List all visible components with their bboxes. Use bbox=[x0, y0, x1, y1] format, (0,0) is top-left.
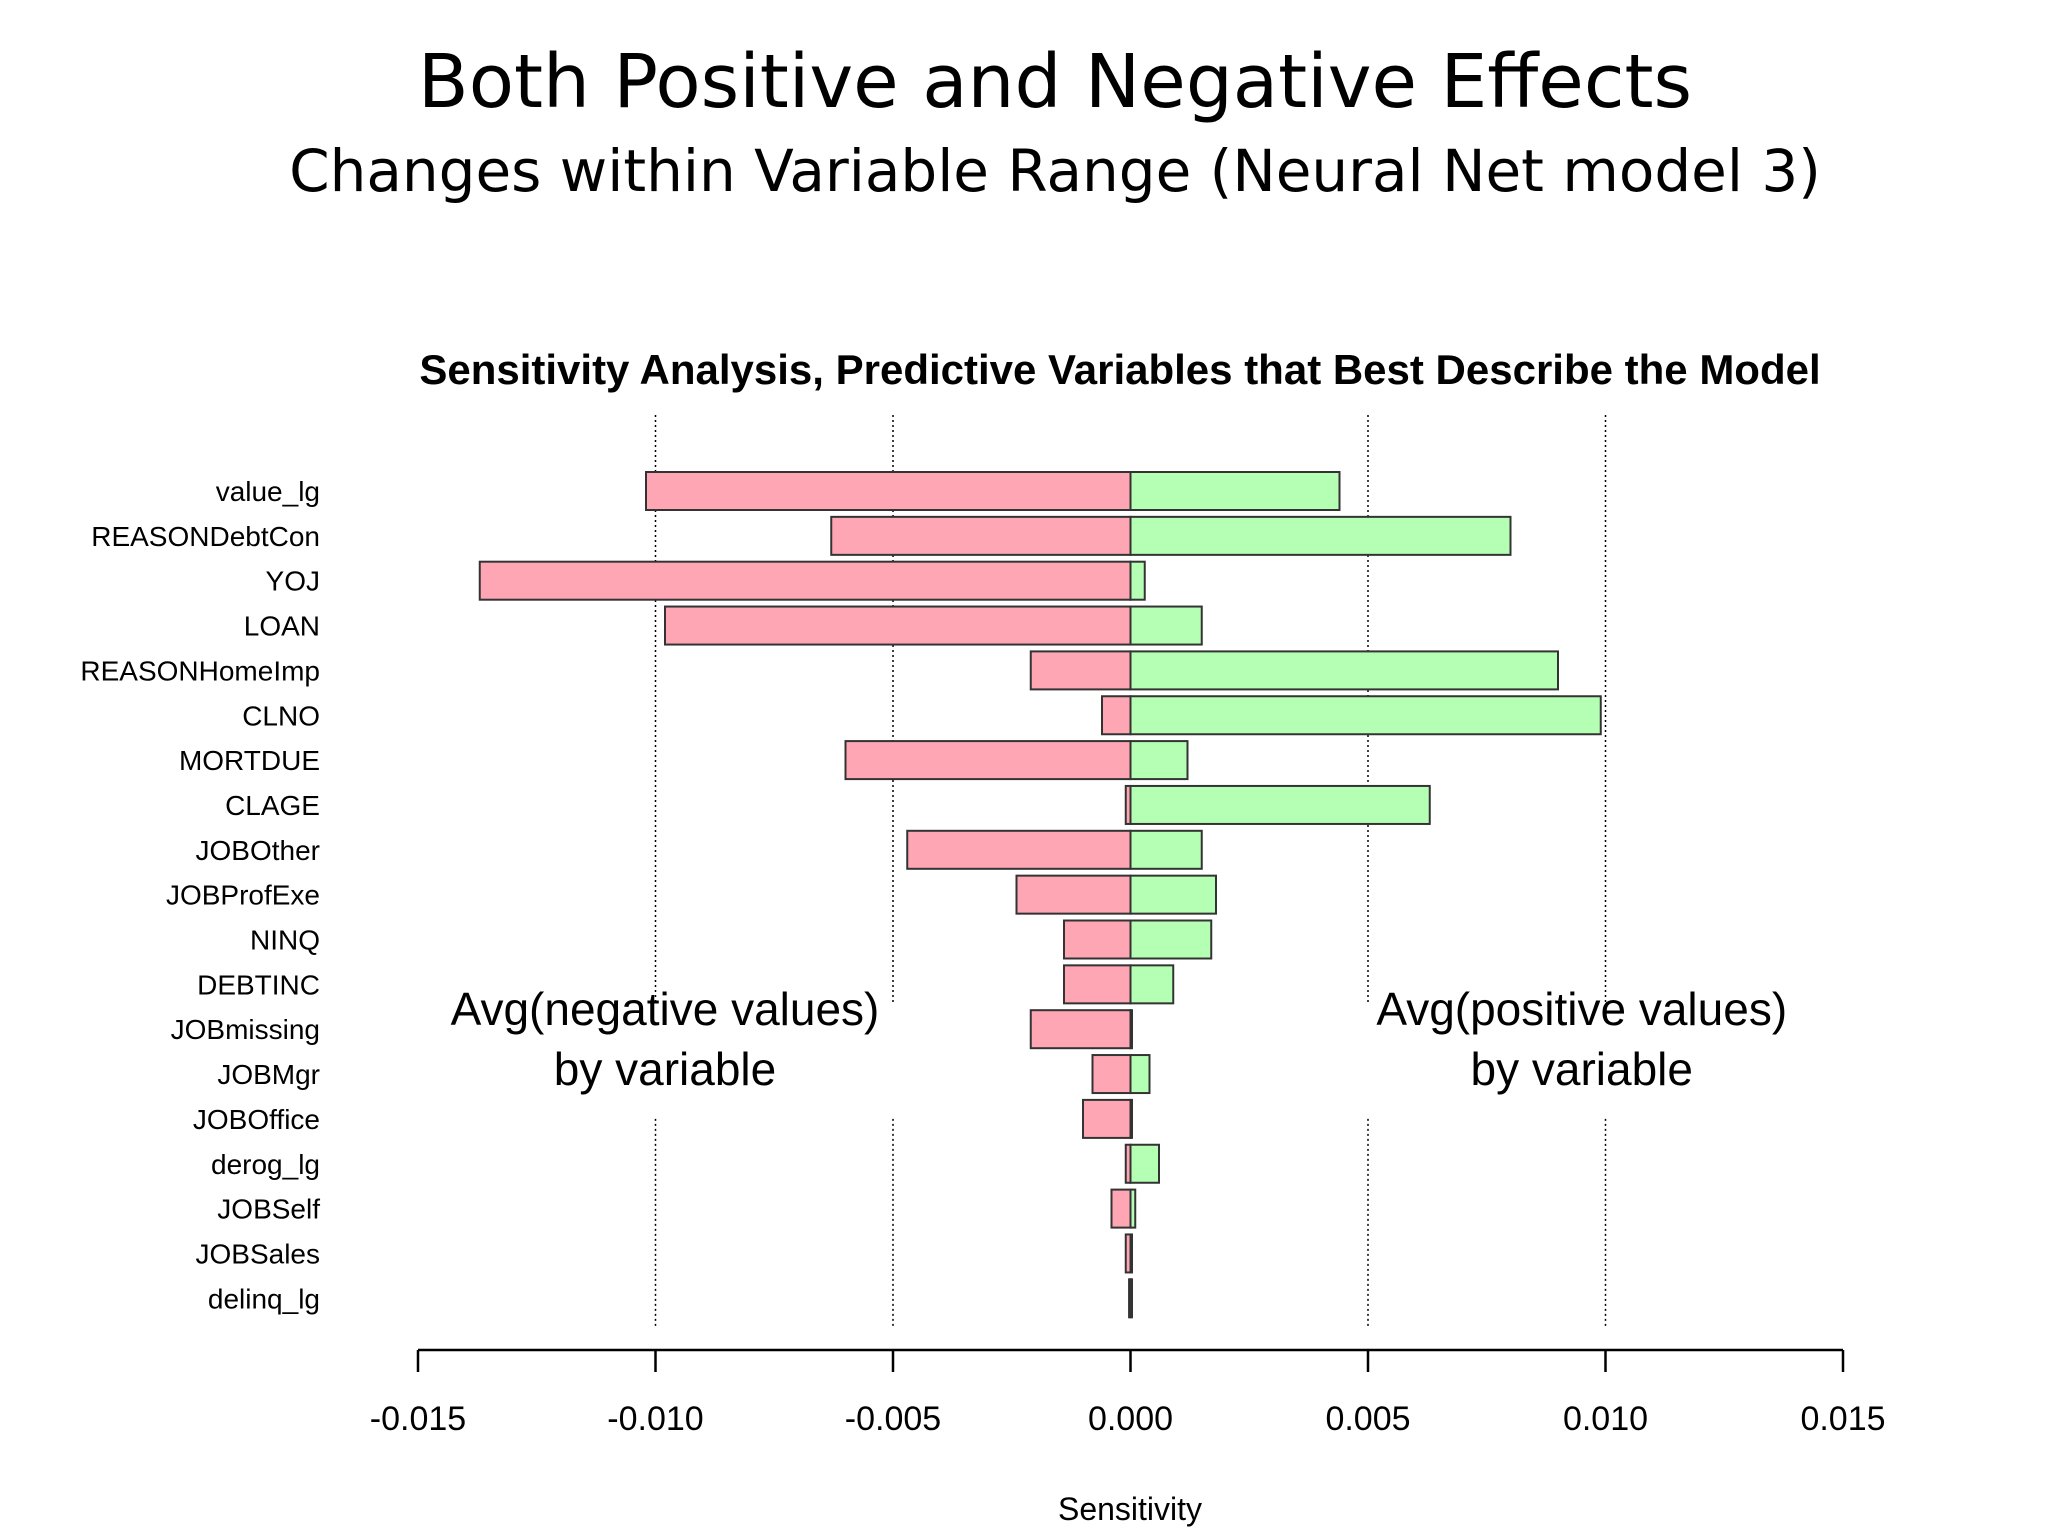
x-axis: -0.015 -0.010 -0.005 0.000 0.005 0.010 0.015 bbox=[370, 1348, 1886, 1438]
x-tick-label-4: 0.005 bbox=[1325, 1400, 1410, 1438]
negative-bar-DEBTINC bbox=[1063, 964, 1132, 1005]
positive-bar-JOBProfExe bbox=[1129, 874, 1217, 915]
x-tick-label-1: -0.010 bbox=[607, 1400, 703, 1438]
x-tick-label-2: -0.005 bbox=[845, 1400, 941, 1438]
category-label-JOBOffice: JOBOffice bbox=[193, 1104, 320, 1135]
negative-bar-JOBSelf bbox=[1110, 1188, 1132, 1229]
negative-bar-YOJ bbox=[478, 560, 1132, 601]
positive-bar-CLAGE bbox=[1129, 784, 1431, 825]
negative-bar-REASONHomeImp bbox=[1029, 650, 1132, 691]
category-label-delinq_lg: delinq_lg bbox=[208, 1283, 320, 1314]
gridlines bbox=[654, 415, 1607, 1328]
category-label-JOBProfExe: JOBProfExe bbox=[166, 880, 320, 911]
x-tick-label-0: -0.015 bbox=[370, 1400, 466, 1438]
category-label-CLAGE: CLAGE bbox=[225, 790, 320, 821]
positive-bar-JOBSelf bbox=[1129, 1188, 1137, 1229]
negative-bar-value_lg bbox=[645, 471, 1132, 511]
x-tick-label-3: 0.000 bbox=[1088, 1400, 1173, 1438]
category-label-JOBSales: JOBSales bbox=[196, 1238, 321, 1269]
negative-bar-JOBProfExe bbox=[1015, 874, 1132, 915]
positive-bar-REASONHomeImp bbox=[1129, 650, 1559, 691]
slide-title: Both Positive and Negative Effects bbox=[417, 39, 1693, 125]
category-label-derog_lg: derog_lg bbox=[211, 1149, 320, 1180]
positive-bar-JOBSales bbox=[1129, 1233, 1133, 1274]
annotation-1-line-1: by variable bbox=[1471, 1043, 1693, 1095]
positive-bar-delinq_lg bbox=[1129, 1278, 1133, 1319]
x-tick-label-6: 0.015 bbox=[1800, 1400, 1885, 1438]
category-labels: value_lg REASONDebtCon YOJ LOAN REASONHomeIm… bbox=[80, 476, 320, 1314]
negative-bar-NINQ bbox=[1063, 919, 1132, 960]
positive-bar-MORTDUE bbox=[1129, 740, 1189, 781]
positive-bar-REASONDebtCon bbox=[1129, 515, 1512, 556]
annotation-0-line-0: Avg(negative values) bbox=[451, 983, 880, 1035]
negative-bar-JOBOther bbox=[906, 829, 1132, 870]
positive-bar-CLNO bbox=[1129, 695, 1602, 736]
negative-bar-JOBOffice bbox=[1082, 1098, 1132, 1139]
x-axis-title: Sensitivity bbox=[1058, 1491, 1202, 1527]
slide-subtitle: Changes within Variable Range (Neural Ne… bbox=[289, 137, 1821, 205]
category-label-value_lg: value_lg bbox=[216, 476, 320, 507]
negative-bar-MORTDUE bbox=[844, 740, 1132, 781]
category-label-LOAN: LOAN bbox=[244, 611, 320, 642]
negative-bar-JOBmissing bbox=[1029, 1009, 1132, 1050]
negative-bar-JOBMgr bbox=[1091, 1054, 1132, 1095]
category-label-REASONHomeImp: REASONHomeImp bbox=[80, 655, 320, 686]
positive-bar-JOBmissing bbox=[1129, 1009, 1133, 1050]
category-label-JOBMgr: JOBMgr bbox=[217, 1059, 320, 1090]
category-label-MORTDUE: MORTDUE bbox=[179, 745, 320, 776]
category-label-NINQ: NINQ bbox=[250, 925, 320, 956]
annotation-1-line-0: Avg(positive values) bbox=[1376, 983, 1787, 1035]
positive-bar-value_lg bbox=[1129, 471, 1341, 511]
positive-bar-YOJ bbox=[1129, 560, 1146, 601]
x-tick-label-5: 0.010 bbox=[1563, 1400, 1648, 1438]
category-label-REASONDebtCon: REASONDebtCon bbox=[91, 521, 320, 552]
annotations: Avg(negative values) by variable Avg(posit… bbox=[451, 983, 1788, 1095]
negative-bar-REASONDebtCon bbox=[830, 515, 1132, 556]
negative-bar-LOAN bbox=[664, 605, 1132, 646]
category-label-JOBmissing: JOBmissing bbox=[171, 1014, 320, 1045]
positive-bar-DEBTINC bbox=[1129, 964, 1175, 1005]
annotation-0-line-1: by variable bbox=[554, 1043, 776, 1095]
chart-title: Sensitivity Analysis, Predictive Variabl… bbox=[419, 346, 1820, 393]
negative-bar-CLNO bbox=[1101, 695, 1132, 736]
category-label-JOBSelf: JOBSelf bbox=[217, 1194, 320, 1225]
positive-bar-JOBOffice bbox=[1129, 1098, 1133, 1139]
category-label-YOJ: YOJ bbox=[266, 566, 320, 597]
category-label-JOBOther: JOBOther bbox=[196, 835, 320, 866]
positive-bar-NINQ bbox=[1129, 919, 1213, 960]
positive-bar-LOAN bbox=[1129, 605, 1203, 646]
positive-bar-JOBOther bbox=[1129, 829, 1203, 870]
positive-bar-JOBMgr bbox=[1129, 1054, 1151, 1095]
category-label-CLNO: CLNO bbox=[242, 700, 320, 731]
bars bbox=[478, 471, 1602, 1319]
positive-bar-derog_lg bbox=[1129, 1143, 1160, 1184]
category-label-DEBTINC: DEBTINC bbox=[197, 969, 320, 1000]
